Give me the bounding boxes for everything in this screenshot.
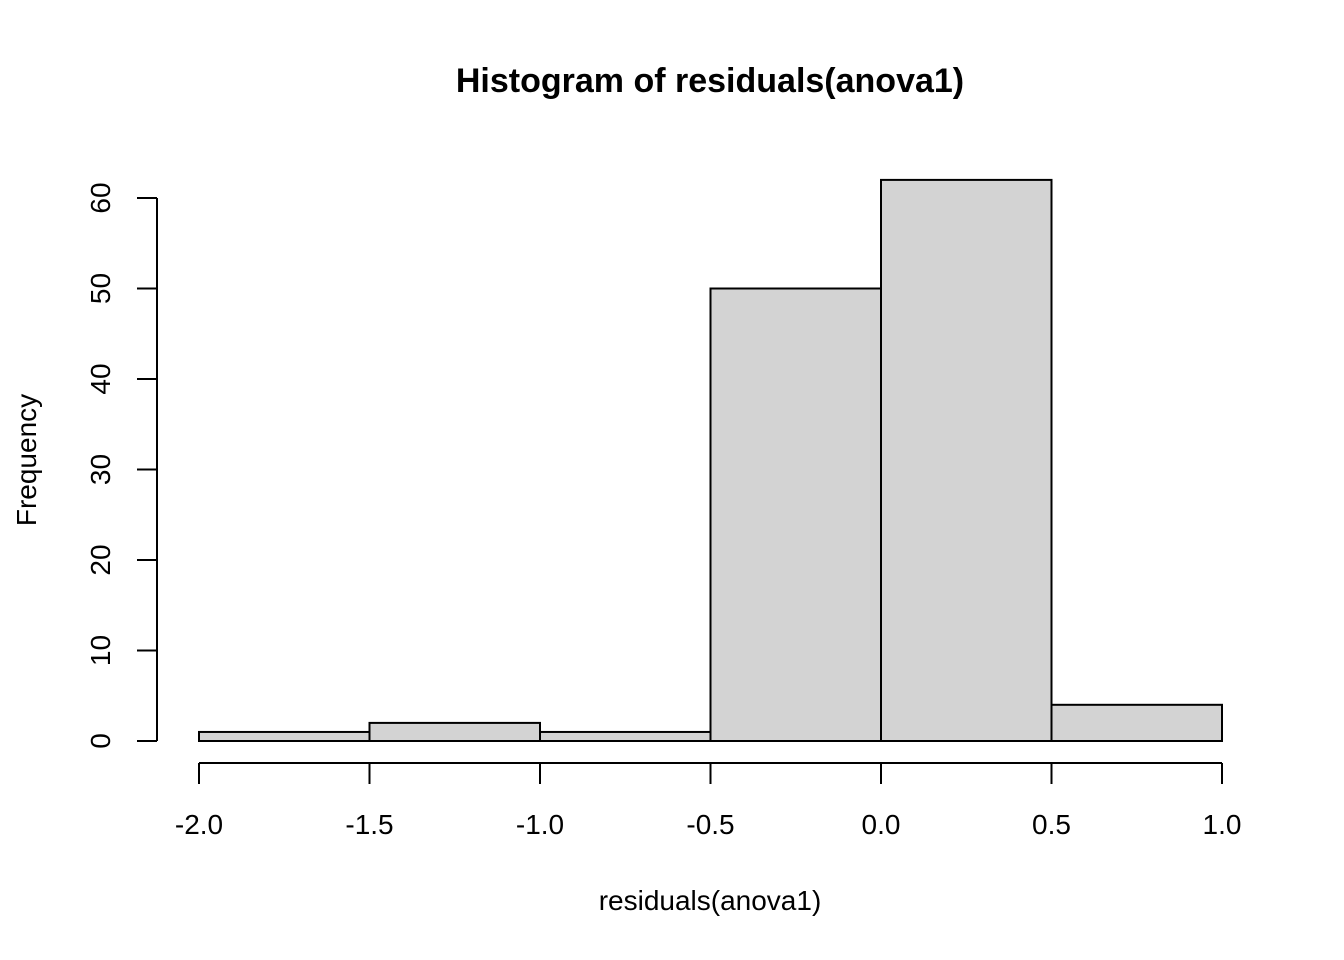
histogram-bar-0 <box>198 730 371 743</box>
x-tick-label: -1.5 <box>345 809 393 840</box>
y-tick-label: 20 <box>85 544 116 575</box>
y-axis: 0 10 20 30 40 50 60 <box>85 182 158 749</box>
chart-title: Histogram of residuals(anova1) <box>456 62 964 100</box>
y-axis-label: Frequency <box>11 394 42 526</box>
x-tick-label: 0.5 <box>1032 809 1071 840</box>
x-tick-label: -2.0 <box>175 809 223 840</box>
x-tick-label: -1.0 <box>516 809 564 840</box>
histogram-bar-5 <box>1050 703 1223 742</box>
histogram-bar-2 <box>539 730 712 743</box>
x-axis-label: residuals(anova1) <box>599 885 822 916</box>
x-tick-label: -0.5 <box>686 809 734 840</box>
y-tick-label: 10 <box>85 635 116 666</box>
histogram-bar-4 <box>880 178 1053 742</box>
x-tick-label: 1.0 <box>1203 809 1242 840</box>
y-tick-label: 40 <box>85 363 116 394</box>
y-tick-label: 50 <box>85 273 116 304</box>
x-tick-label: 0.0 <box>862 809 901 840</box>
y-tick-label: 60 <box>85 182 116 213</box>
histogram-bar-1 <box>368 721 541 743</box>
x-axis: -2.0 -1.5 -1.0 -0.5 0.0 0.5 1.0 <box>175 762 1242 840</box>
bars-group <box>198 178 1223 743</box>
y-tick-label: 30 <box>85 454 116 485</box>
y-tick-label: 0 <box>85 733 116 749</box>
histogram-bar-3 <box>709 287 882 742</box>
